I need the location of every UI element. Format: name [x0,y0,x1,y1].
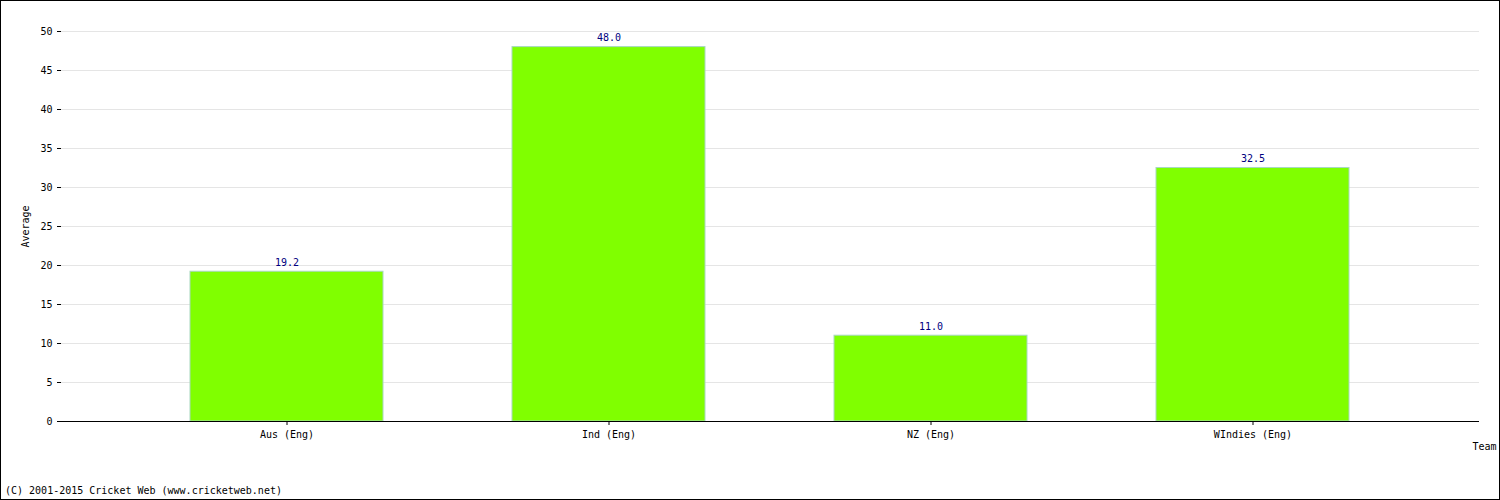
svg-text:15: 15 [40,299,52,310]
svg-text:20: 20 [40,260,52,271]
svg-text:Ind (Eng): Ind (Eng) [582,429,636,440]
svg-text:NZ (Eng): NZ (Eng) [907,429,955,440]
svg-text:Average: Average [20,205,31,247]
svg-text:50: 50 [40,26,52,37]
svg-text:48.0: 48.0 [597,32,621,43]
html-text:(C) 2001-2015 Cricket Web (www: (C) 2001-2015 Cricket Web (www.cricketwe… [5,485,282,496]
svg-text:0: 0 [46,416,52,427]
svg-text:11.0: 11.0 [919,321,943,332]
svg-text:Team: Team [1472,441,1496,452]
svg-text:30: 30 [40,182,52,193]
svg-text:40: 40 [40,104,52,115]
svg-text:10: 10 [40,338,52,349]
svg-text:19.2: 19.2 [275,257,299,268]
svg-text:35: 35 [40,143,52,154]
svg-text:WIndies (Eng): WIndies (Eng) [1214,429,1292,440]
svg-text:45: 45 [40,65,52,76]
svg-text:32.5: 32.5 [1241,153,1265,164]
svg-text:Aus (Eng): Aus (Eng) [260,429,314,440]
svg-text:25: 25 [40,221,52,232]
svg-text:5: 5 [46,377,52,388]
